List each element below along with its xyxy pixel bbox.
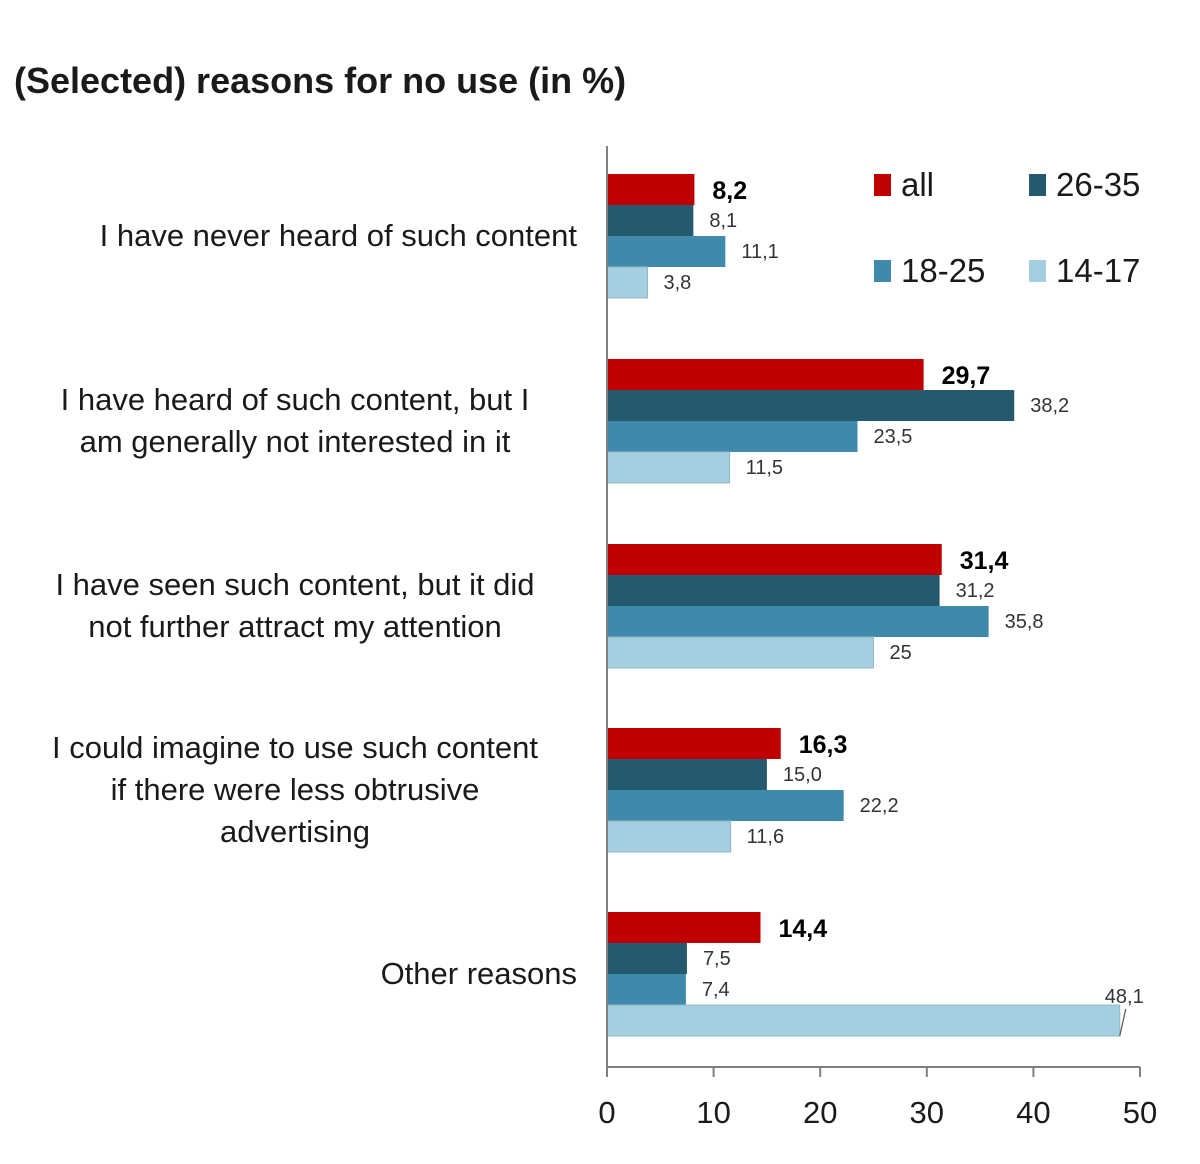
value-label-all-2: 31,4 — [960, 547, 1009, 575]
value-label-18-25-0: 11,1 — [741, 241, 778, 263]
x-tick-label-50: 50 — [1123, 1095, 1157, 1130]
value-label-all-4: 14,4 — [779, 915, 828, 943]
bar-14-17-4 — [606, 1004, 1121, 1037]
bar-14-17-2 — [606, 636, 874, 669]
value-label-all-1: 29,7 — [942, 362, 991, 390]
bar-14-17-3 — [606, 820, 732, 853]
x-tick-label-40: 40 — [1016, 1095, 1050, 1130]
category-label-3-line-0: I could imagine to use such content — [52, 730, 538, 765]
category-label-4-line-0: Other reasons — [381, 956, 577, 991]
x-tick-label-10: 10 — [696, 1095, 730, 1130]
legend: all 26-35 18-25 14-17 — [874, 166, 1140, 289]
bar-all-3 — [607, 728, 781, 759]
value-label-14-17-4: 48,1 — [1105, 986, 1144, 1008]
category-label-2-line-1: not further attract my attention — [88, 609, 502, 644]
category-label-3-line-2: advertising — [220, 814, 370, 849]
value-label-14-17-2: 25 — [890, 642, 912, 664]
category-label-1-line-1: am generally not interested in it — [80, 424, 511, 459]
value-label-all-0: 8,2 — [712, 177, 747, 205]
legend-label-18-25: 18-25 — [901, 252, 985, 289]
bar-14-17-0 — [606, 266, 649, 299]
legend-swatch-all — [874, 174, 891, 196]
value-label-14-17-3: 11,6 — [747, 826, 784, 848]
bar-all-1 — [607, 359, 924, 390]
bar-18-25-3 — [607, 790, 844, 821]
legend-label-all: all — [901, 166, 934, 203]
value-label-26-35-1: 38,2 — [1030, 395, 1069, 417]
legend-swatch-14-17 — [1029, 260, 1046, 282]
value-label-18-25-3: 22,2 — [860, 795, 899, 817]
legend-label-14-17: 14-17 — [1056, 252, 1140, 289]
chart-title: (Selected) reasons for no use (in %) — [14, 60, 626, 101]
bar-all-0 — [607, 174, 695, 205]
bars-layer: 8,2 29,7 31,4 16,3 14,4 8,1 38,2 31,2 15,0 7,5 11,… — [606, 174, 1144, 1037]
category-label-1-line-0: I have heard of such content, but I — [61, 382, 530, 417]
axes: 0 10 20 30 40 50 — [598, 146, 1157, 1130]
value-label-14-17-0: 3,8 — [664, 272, 692, 294]
category-label-2-line-0: I have seen such content, but it did — [55, 567, 534, 602]
value-label-18-25-4: 7,4 — [702, 979, 730, 1001]
bar-14-17-1 — [606, 451, 731, 484]
bar-26-35-4 — [607, 943, 687, 974]
x-tick-label-0: 0 — [598, 1095, 615, 1130]
bar-18-25-2 — [607, 606, 989, 637]
value-label-26-35-0: 8,1 — [709, 210, 737, 232]
x-tick-label-30: 30 — [910, 1095, 944, 1130]
x-tick-label-20: 20 — [803, 1095, 837, 1130]
value-label-18-25-2: 35,8 — [1005, 611, 1044, 633]
bar-all-2 — [607, 544, 942, 575]
legend-swatch-18-25 — [874, 260, 891, 282]
bar-26-35-2 — [607, 575, 940, 606]
value-label-26-35-3: 15,0 — [783, 764, 822, 786]
bar-26-35-0 — [607, 205, 694, 236]
legend-swatch-26-35 — [1029, 174, 1046, 196]
bar-26-35-3 — [607, 759, 767, 790]
category-labels: I have never heard of such content I have… — [52, 218, 577, 991]
value-label-18-25-1: 23,5 — [874, 426, 913, 448]
bar-18-25-4 — [607, 974, 686, 1005]
bar-26-35-1 — [607, 390, 1015, 421]
value-label-26-35-2: 31,2 — [956, 580, 995, 602]
value-label-all-3: 16,3 — [799, 731, 848, 759]
category-label-3-line-1: if there were less obtrusive — [111, 772, 480, 807]
bar-18-25-1 — [607, 421, 858, 452]
bar-all-4 — [607, 912, 761, 943]
value-label-26-35-4: 7,5 — [703, 948, 731, 970]
category-label-0-line-0: I have never heard of such content — [100, 218, 578, 253]
legend-label-26-35: 26-35 — [1056, 166, 1140, 203]
label-leader-line — [1119, 1008, 1127, 1037]
value-label-14-17-1: 11,5 — [746, 457, 783, 479]
bar-18-25-0 — [607, 236, 726, 267]
